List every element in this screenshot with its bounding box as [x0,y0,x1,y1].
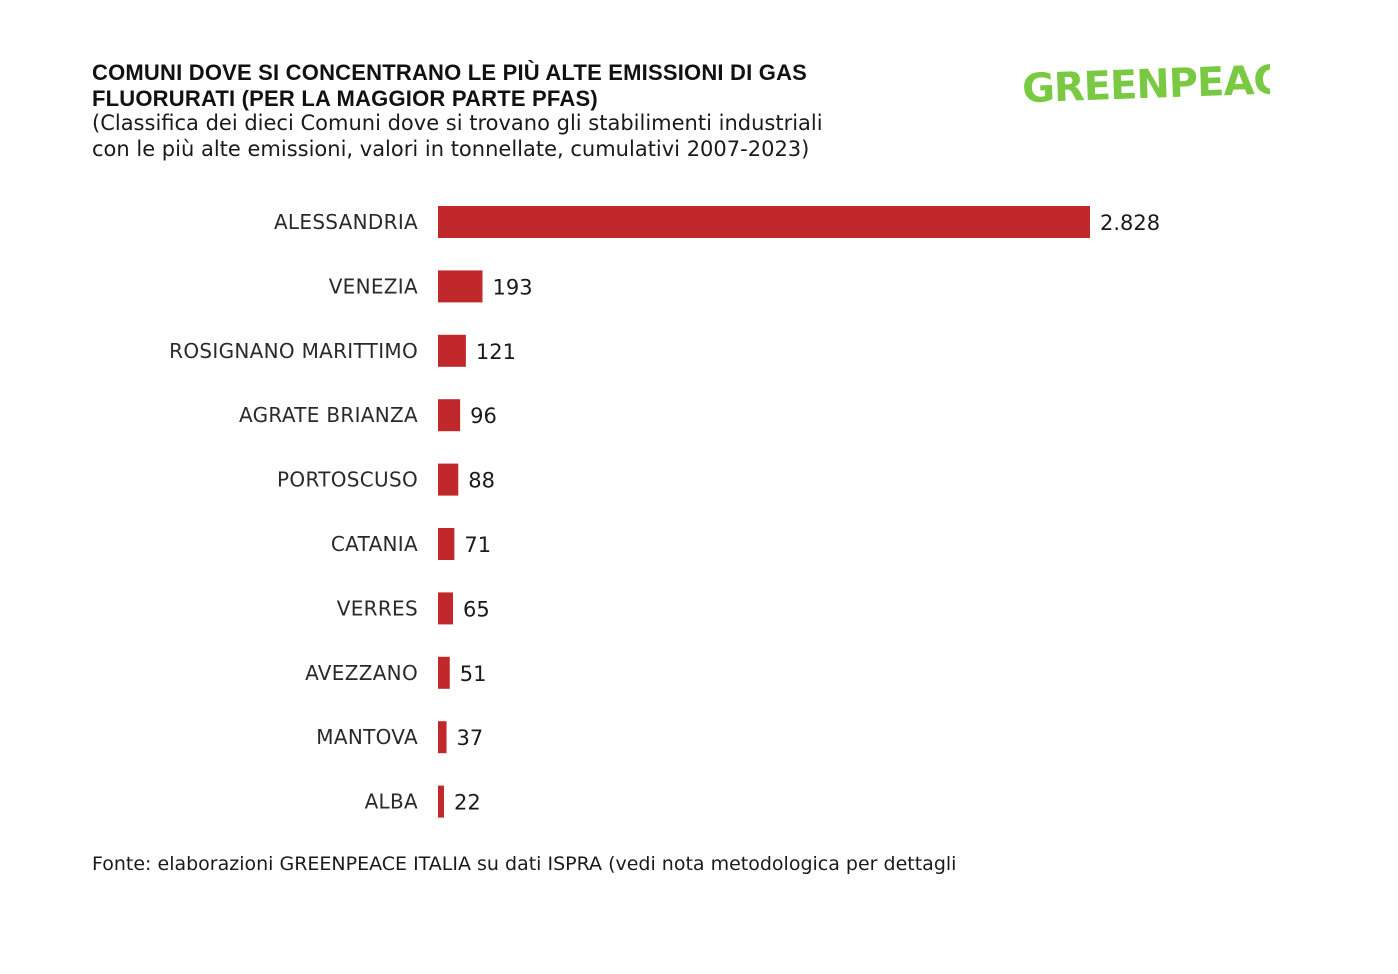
value-label: 88 [468,469,495,493]
category-label: PORTOSCUSO [277,468,418,492]
chart-subtitle: (Classifica dei dieci Comuni dove si tro… [92,110,992,162]
value-label: 193 [492,275,532,299]
category-label: AVEZZANO [305,661,418,685]
bar [438,721,447,754]
bar [438,785,444,818]
chart-subtitle-line-2: con le più alte emissioni, valori in ton… [92,137,810,161]
bar [438,592,453,625]
value-label: 51 [460,662,487,686]
value-label: 37 [457,726,484,750]
bar [438,334,466,367]
category-label: VENEZIA [329,274,418,298]
bar [438,656,450,689]
category-label: ROSIGNANO MARITTIMO [169,339,418,363]
value-label: 65 [463,597,490,621]
chart-title-line-2: FLUORURATI (PER LA MAGGIOR PARTE PFAS) [92,86,598,111]
category-label: ALBA [365,790,418,814]
category-label: MANTOVA [316,725,418,749]
value-label: 96 [470,404,497,428]
bar [438,206,1090,238]
value-label: 22 [454,791,481,815]
category-label: VERRES [337,596,418,620]
greenpeace-logo-text: GREENPEACE [1021,58,1270,110]
chart-subtitle-line-1: (Classifica dei dieci Comuni dove si tro… [92,111,823,135]
bar [438,463,459,496]
category-label: CATANIA [331,532,418,556]
chart-title: COMUNI DOVE SI CONCENTRANO LE PIÙ ALTE E… [92,60,992,112]
source-note: Fonte: elaborazioni GREENPEACE ITALIA su… [92,853,957,875]
bar [438,270,483,303]
value-label: 121 [476,340,516,364]
category-label: AGRATE BRIANZA [239,403,418,427]
bar [438,399,461,432]
greenpeace-logo: GREENPEACE [1021,58,1270,110]
bar [438,528,455,560]
value-label: 2.828 [1100,211,1160,235]
category-label: ALESSANDRIA [274,210,418,234]
value-label: 71 [464,533,491,557]
chart-title-line-1: COMUNI DOVE SI CONCENTRANO LE PIÙ ALTE E… [92,60,808,85]
